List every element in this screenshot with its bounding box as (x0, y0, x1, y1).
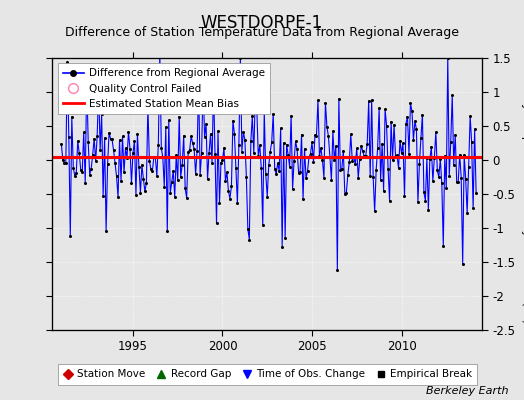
Text: WESTDORPE-1: WESTDORPE-1 (201, 14, 323, 32)
Text: Berkeley Earth: Berkeley Earth (426, 386, 508, 396)
Text: Difference of Station Temperature Data from Regional Average: Difference of Station Temperature Data f… (65, 26, 459, 39)
Y-axis label: Monthly Temperature Anomaly Difference (°C): Monthly Temperature Anomaly Difference (… (521, 65, 524, 323)
Legend: Station Move, Record Gap, Time of Obs. Change, Empirical Break: Station Move, Record Gap, Time of Obs. C… (58, 364, 477, 385)
